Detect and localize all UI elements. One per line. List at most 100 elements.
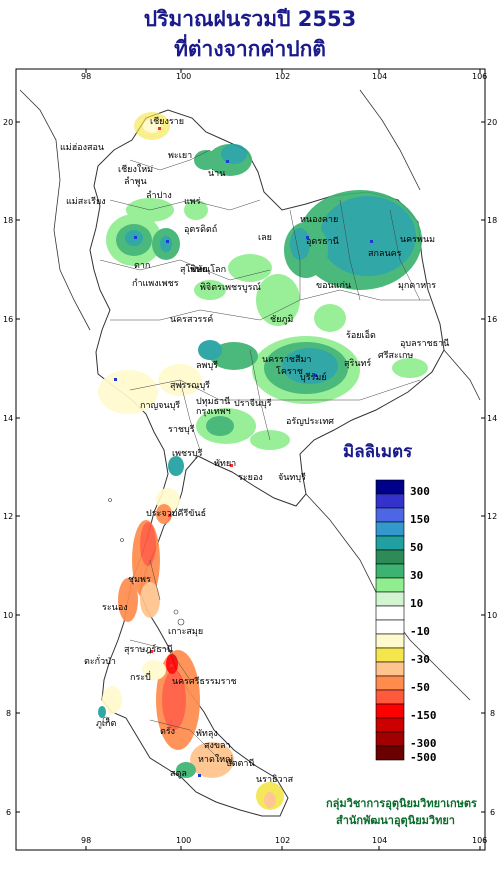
place-label: ตาก: [134, 261, 150, 271]
legend-swatch: [375, 703, 405, 719]
lon-tick-100-bottom: 100: [176, 836, 191, 845]
islands: [102, 498, 185, 724]
lon-tick-104: 104: [372, 72, 387, 81]
place-label: กระบี่: [130, 670, 151, 683]
place-label: ปราจีนบุรี: [234, 398, 272, 409]
place-label: ขอนแก่น: [316, 281, 351, 291]
legend-swatch: [375, 549, 405, 565]
place-label: ตะกั่วป่า: [84, 654, 116, 667]
legend-label: [410, 611, 470, 625]
place-label: อุดรธานี: [306, 236, 339, 247]
place-label: นครราชสีมา: [262, 354, 311, 365]
lat-tick-20-right: 20: [487, 118, 497, 127]
legend-label: -50: [410, 681, 430, 694]
legend-swatch: [375, 479, 405, 495]
legend-swatches: [375, 479, 405, 761]
legend-swatch: [375, 675, 405, 691]
lat-tick-16: 16: [3, 315, 13, 324]
map-subtitle: ที่ต่างจากค่าปกติ: [174, 37, 326, 61]
place-label: นครศรีธรรมราช: [172, 676, 237, 687]
lat-tick-20: 20: [3, 118, 13, 127]
place-label: กาญจนบุรี: [140, 400, 180, 411]
place-label: ระนอง: [102, 603, 128, 613]
legend-label: 30: [410, 569, 424, 582]
place-label: อุบลราชธานี: [400, 338, 449, 349]
lat-tick-12: 12: [3, 512, 13, 521]
frame-ticks: [16, 69, 485, 850]
lon-tick-100: 100: [176, 72, 191, 81]
place-label: สุราษฎร์ธานี: [124, 643, 173, 655]
place-label: นราธิวาส: [256, 774, 294, 785]
map-title: ปริมาณฝนรวมปี 2553: [143, 7, 357, 31]
lat-tick-8-right: 8: [490, 709, 495, 718]
place-label: สตูล: [170, 769, 187, 779]
legend-label: -300: [410, 737, 437, 750]
place-label: หนองคาย: [300, 215, 338, 225]
place-label: กำแพงเพชร: [132, 278, 179, 289]
place-label: ร้อยเอ็ด: [346, 328, 376, 341]
lon-tick-102: 102: [275, 72, 290, 81]
place-label: ปัตตานี: [226, 758, 255, 769]
lat-tick-14: 14: [3, 414, 13, 423]
legend-swatch: [375, 493, 405, 509]
legend-label: [410, 499, 470, 513]
legend-label: [410, 639, 470, 653]
place-label: สุพรรณบุรี: [170, 380, 210, 391]
place-label: สุโขทัย: [180, 264, 208, 275]
legend-swatch: [375, 535, 405, 551]
place-label: สกลนคร: [368, 249, 402, 259]
legend-swatch: [375, 577, 405, 593]
place-label: ปทุมธานี: [196, 396, 230, 407]
place-label: สุรินทร์: [344, 357, 371, 369]
place-label: กรุงเทพฯ: [196, 407, 231, 417]
lat-tick-10-right: 10: [487, 611, 497, 620]
lat-tick-12-right: 12: [487, 512, 497, 521]
legend-swatch: [375, 717, 405, 733]
place-label: เลย: [258, 233, 272, 243]
legend-label: [410, 583, 470, 597]
place-label: นครสวรรค์: [170, 313, 213, 325]
place-label: ศรีสะเกษ: [378, 350, 413, 361]
place-label: อุตรดิตถ์: [184, 223, 217, 235]
place-label: ราชบุรี: [168, 424, 195, 435]
place-label: ระยอง: [238, 473, 263, 483]
place-label: ตรัง: [160, 727, 175, 737]
legend-label: [410, 555, 470, 569]
place-label: เพชรบูรณ์: [222, 281, 261, 293]
place-label: หาดใหญ่: [198, 754, 233, 765]
legend-label: 150: [410, 513, 430, 526]
lat-tick-14-right: 14: [487, 414, 497, 423]
legend-swatch: [375, 605, 405, 621]
legend-label: 50: [410, 541, 424, 554]
legend-label: 10: [410, 597, 424, 610]
lat-tick-labels-right: 20 18 16 14 12 10 8 6: [487, 118, 497, 817]
legend-swatch: [375, 619, 405, 635]
place-label: พิจิตร: [200, 282, 222, 293]
place-label: แม่ฮ่องสอน: [60, 143, 104, 153]
legend-label: -30: [410, 653, 430, 666]
place-label: นครพนม: [400, 235, 435, 245]
place-label: ลำพูน: [124, 176, 147, 187]
place-label: ลพบุรี: [196, 360, 218, 371]
place-labels: เชียงราย แม่ฮ่องสอน เชียงใหม่ ลำพูน พะเย…: [60, 116, 449, 785]
lon-tick-labels-bottom: 98 100 102 104 106: [81, 836, 487, 845]
place-label: จันทบุรี: [278, 472, 306, 483]
legend-label: [410, 667, 470, 681]
place-label: ลำปาง: [146, 190, 172, 201]
legend-swatch: [375, 633, 405, 649]
lon-tick-98: 98: [81, 72, 91, 81]
legend-label: -150: [410, 709, 437, 722]
place-label: พิษณุโลก: [190, 264, 226, 275]
lat-tick-16-right: 16: [487, 315, 497, 324]
lon-tick-104-bottom: 104: [372, 836, 387, 845]
place-label: แม่สะเรียง: [66, 196, 106, 207]
lon-tick-labels-top: 98 100 102 104 106: [81, 72, 487, 81]
credit-line-1: กลุ่มวิชาการอุตุนิยมวิทยาเกษตร: [326, 797, 477, 810]
place-label: เพชรบุรี: [172, 448, 203, 459]
legend-labels: 300 150 50 30 10 -10 -30 -50 -150 -300 -500: [410, 485, 470, 765]
place-label: พัทลุง: [196, 729, 218, 739]
place-label: ภูเก็ต: [96, 716, 116, 729]
lat-tick-18-right: 18: [487, 216, 497, 225]
place-label: อรัญประเทศ: [286, 417, 334, 427]
